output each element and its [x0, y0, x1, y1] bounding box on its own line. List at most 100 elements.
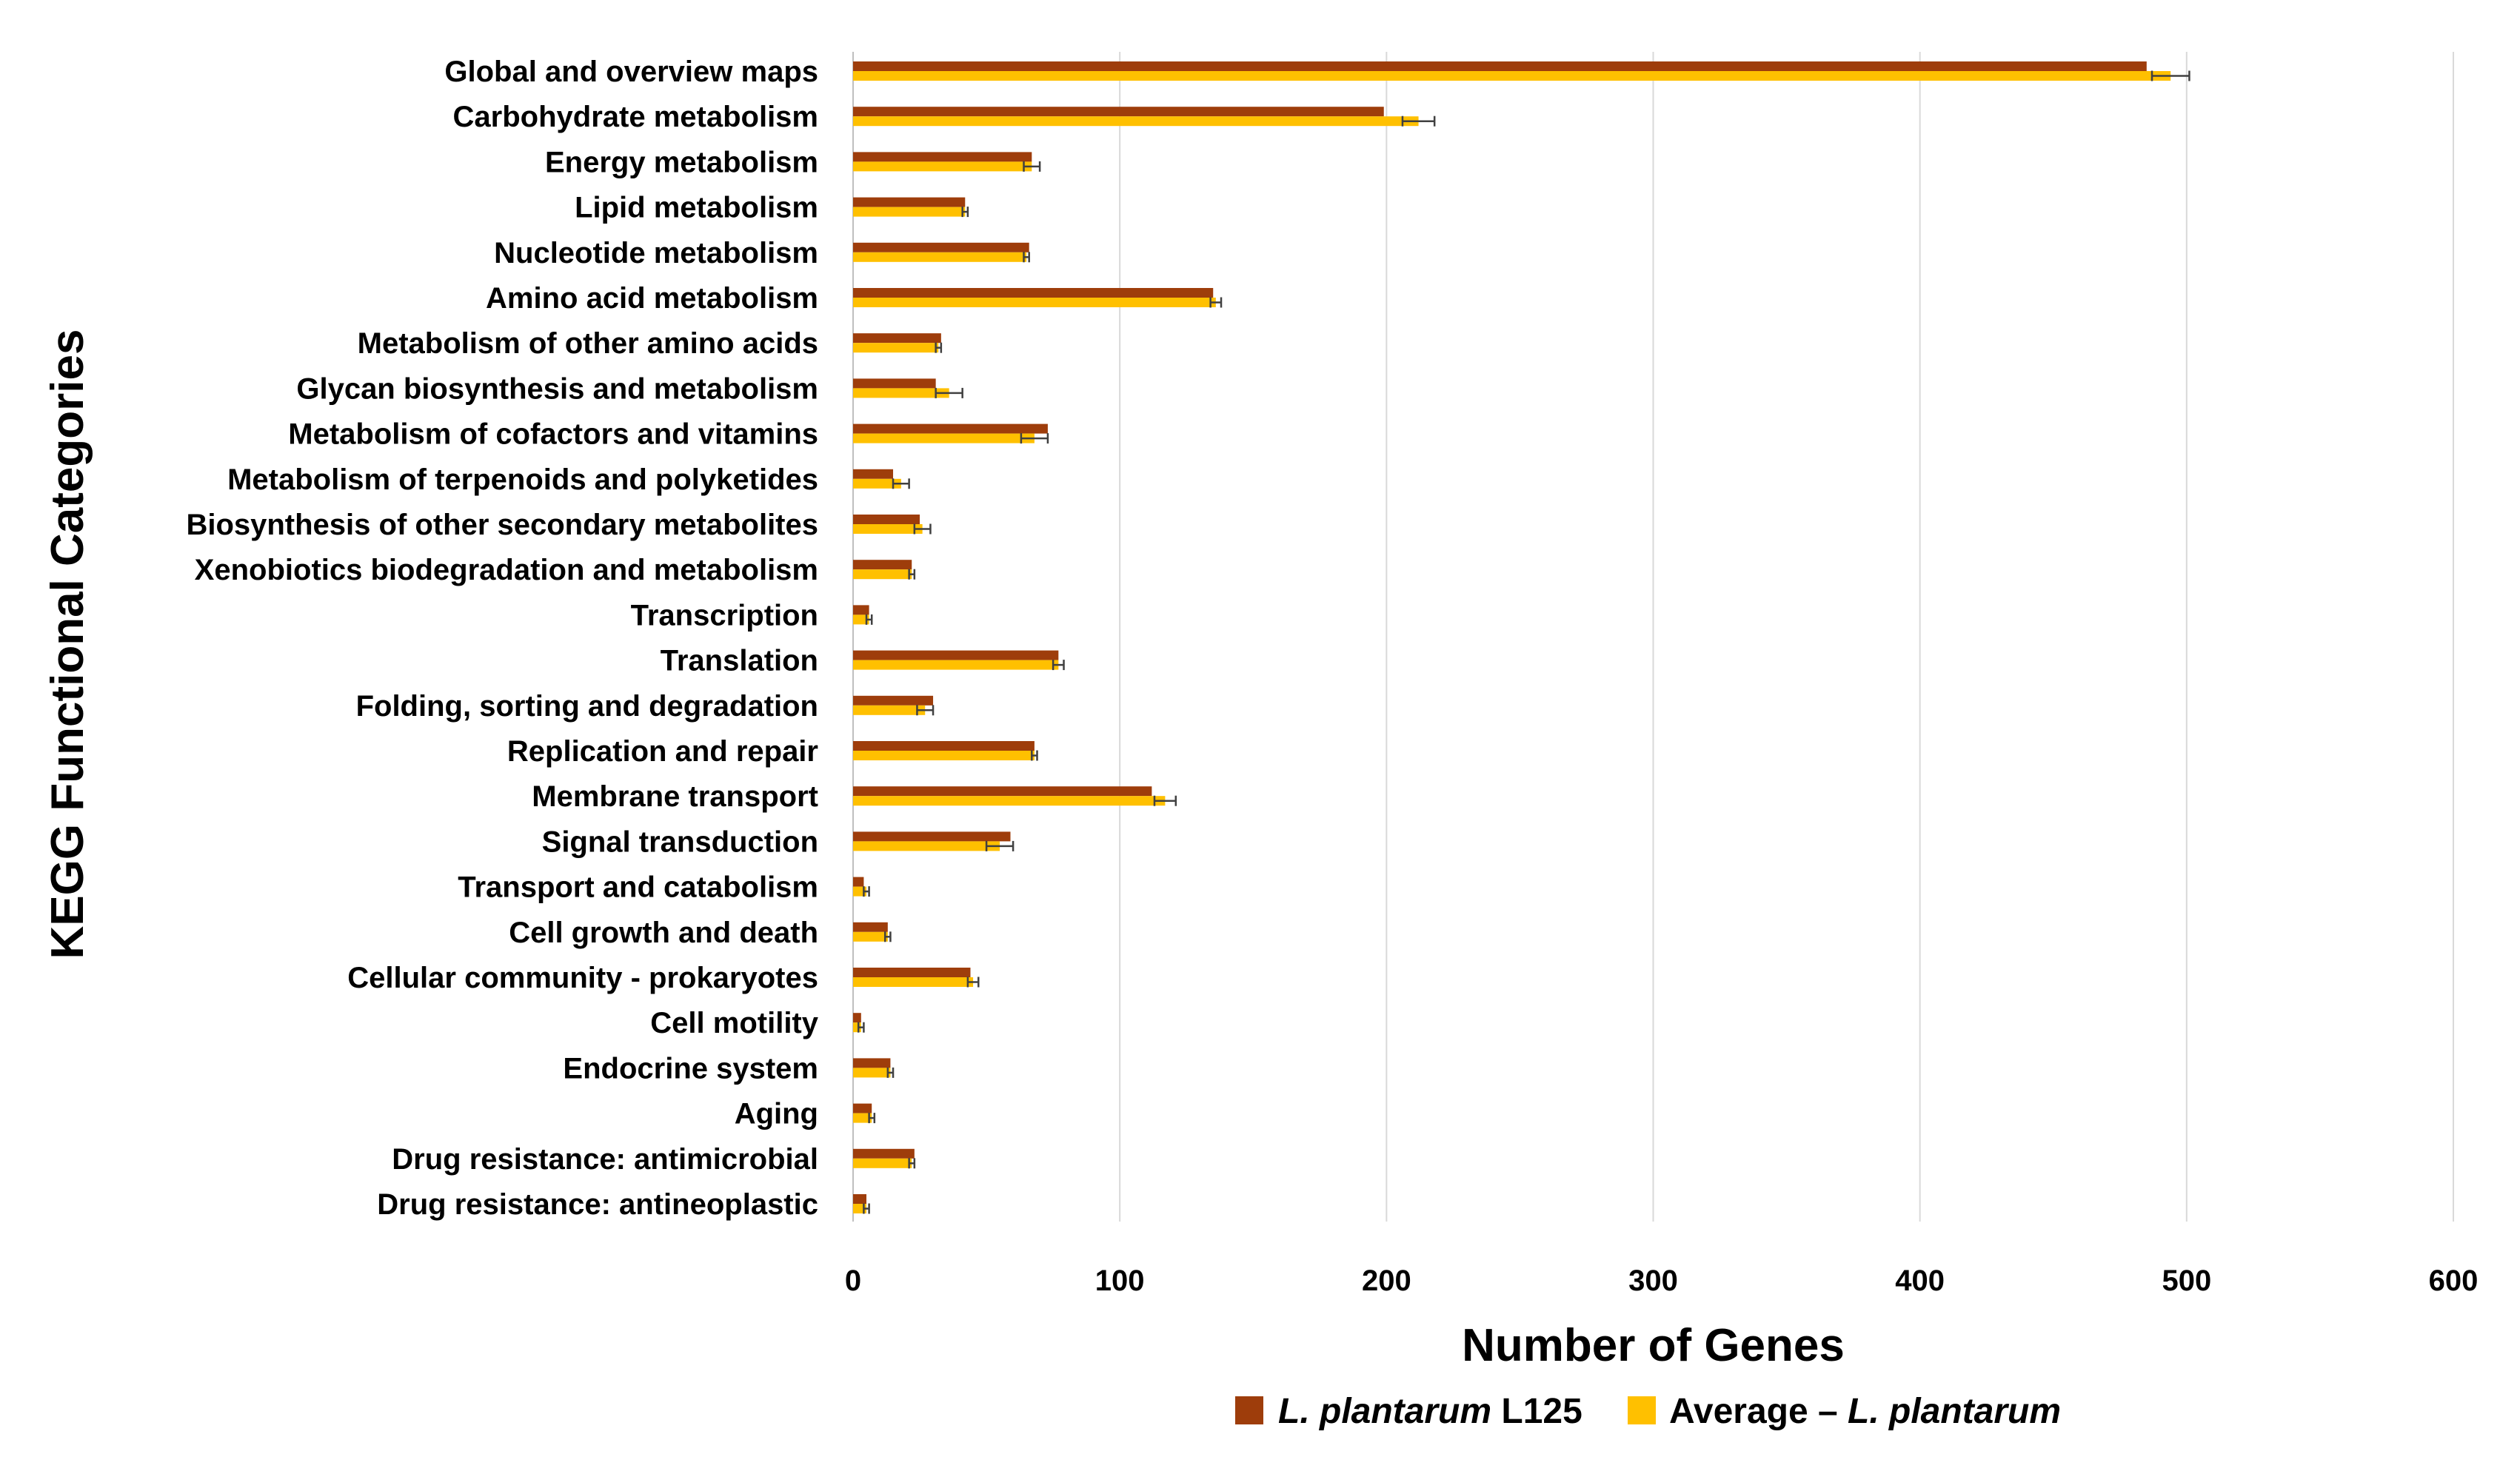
x-tick-label-0: 0	[845, 1265, 861, 1297]
category-label-lipid-metabolism: Lipid metabolism	[575, 192, 818, 224]
bar-l125-cellular-community-prokaryotes	[853, 968, 971, 977]
category-label-amino-acid-metabolism: Amino acid metabolism	[486, 282, 818, 315]
bar-average-aging	[853, 1113, 872, 1123]
bar-average-biosynthesis-of-other-secondary-metabolites	[853, 524, 923, 534]
error-bar-replication-and-repair	[1031, 750, 1038, 761]
bar-average-carbohydrate-metabolism	[853, 116, 1419, 127]
bar-average-endocrine-system	[853, 1068, 891, 1078]
bar-l125-amino-acid-metabolism	[853, 288, 1214, 298]
category-label-membrane-transport: Membrane transport	[532, 780, 818, 813]
category-label-signal-transduction: Signal transduction	[542, 825, 818, 858]
bar-average-glycan-biosynthesis-and-metabolism	[853, 388, 949, 398]
x-tick-label-400: 400	[1895, 1265, 1945, 1297]
bar-l125-global-and-overview-maps	[853, 61, 2147, 71]
bar-l125-glycan-biosynthesis-and-metabolism	[853, 378, 936, 389]
bar-average-nucleotide-metabolism	[853, 252, 1027, 262]
legend: L. plantarum L125 Average – L. plantarum	[1235, 1392, 2061, 1431]
bar-l125-signal-transduction	[853, 831, 1011, 842]
bar-average-xenobiotics-biodegradation-and-metabolism	[853, 569, 912, 580]
bar-l125-lipid-metabolism	[853, 197, 966, 207]
bar-l125-translation	[853, 650, 1059, 660]
category-label-energy-metabolism: Energy metabolism	[545, 146, 818, 178]
category-label-drug-resistance-antineoplastic: Drug resistance: antineoplastic	[377, 1188, 818, 1221]
bar-average-cell-growth-and-death	[853, 931, 888, 942]
legend-label-average: Average – L. plantarum	[1669, 1392, 2061, 1431]
legend-label-l125-italic: L. plantarum	[1278, 1392, 1491, 1431]
bar-l125-replication-and-repair	[853, 741, 1035, 751]
legend-label-l125: L. plantarum L125	[1278, 1392, 1582, 1431]
category-label-translation: Translation	[661, 645, 818, 677]
bar-l125-transcription	[853, 605, 869, 615]
bar-average-cellular-community-prokaryotes	[853, 977, 974, 987]
x-tick-label-300: 300	[1628, 1265, 1678, 1297]
bar-l125-metabolism-of-terpenoids-and-polyketides	[853, 469, 894, 479]
error-bar-aging	[868, 1113, 876, 1124]
legend-label-l125-plain: L125	[1491, 1392, 1582, 1431]
x-tick-label-600: 600	[2429, 1265, 2479, 1297]
error-bar-transcription	[865, 614, 873, 625]
bar-l125-cell-growth-and-death	[853, 922, 888, 932]
bar-l125-nucleotide-metabolism	[853, 242, 1029, 252]
bar-average-cell-motility	[853, 1022, 861, 1033]
category-label-folding-sorting-and-degradation: Folding, sorting and degradation	[356, 690, 818, 723]
x-axis-title: Number of Genes	[1462, 1320, 1845, 1371]
bar-average-lipid-metabolism	[853, 207, 966, 217]
category-label-transport-and-catabolism: Transport and catabolism	[458, 871, 818, 904]
error-bar-amino-acid-metabolism	[1209, 297, 1223, 308]
error-bar-metabolism-of-terpenoids-and-polyketides	[892, 478, 910, 489]
bar-average-global-and-overview-maps	[853, 71, 2171, 81]
bar-l125-xenobiotics-biodegradation-and-metabolism	[853, 560, 912, 570]
legend-swatch-average	[1628, 1396, 1656, 1424]
bar-l125-endocrine-system	[853, 1058, 891, 1068]
error-bar-endocrine-system	[886, 1067, 895, 1078]
bar-average-metabolism-of-terpenoids-and-polyketides	[853, 478, 901, 489]
error-bar-glycan-biosynthesis-and-metabolism	[935, 387, 963, 398]
bar-l125-drug-resistance-antineoplastic	[853, 1194, 867, 1204]
category-label-drug-resistance-antimicrobial: Drug resistance: antimicrobial	[392, 1143, 818, 1176]
bar-average-translation	[853, 660, 1059, 670]
error-bar-biosynthesis-of-other-secondary-metabolites	[913, 523, 932, 535]
gridlines	[852, 52, 2454, 1222]
bar-l125-biosynthesis-of-other-secondary-metabolites	[853, 515, 920, 524]
bar-l125-metabolism-of-cofactors-and-vitamins	[853, 423, 1048, 434]
category-label-carbohydrate-metabolism: Carbohydrate metabolism	[453, 101, 818, 133]
category-label-cellular-community-prokaryotes: Cellular community - prokaryotes	[347, 962, 818, 994]
category-label-endocrine-system: Endocrine system	[563, 1052, 818, 1085]
error-bar-energy-metabolism	[1023, 161, 1041, 172]
error-bar-folding-sorting-and-degradation	[916, 705, 935, 716]
bar-average-metabolism-of-other-amino-acids	[853, 343, 939, 353]
bar-average-signal-transduction	[853, 841, 1000, 851]
bar-average-metabolism-of-cofactors-and-vitamins	[853, 433, 1035, 443]
category-label-biosynthesis-of-other-secondary-metabolites: Biosynthesis of other secondary metaboli…	[186, 509, 818, 541]
bar-average-drug-resistance-antimicrobial	[853, 1158, 912, 1168]
bar-l125-aging	[853, 1103, 872, 1113]
category-label-global-and-overview-maps: Global and overview maps	[444, 56, 818, 88]
bar-l125-transport-and-catabolism	[853, 877, 864, 887]
error-bar-signal-transduction	[985, 840, 1015, 851]
category-label-replication-and-repair: Replication and repair	[507, 735, 818, 768]
legend-label-average-plain: Average –	[1669, 1392, 1848, 1431]
category-label-xenobiotics-biodegradation-and-metabolism: Xenobiotics biodegradation and metabolis…	[195, 554, 818, 586]
error-bar-xenobiotics-biodegradation-and-metabolism	[908, 569, 916, 580]
y-axis-title: KEGG Functional Categories	[42, 329, 93, 959]
bar-average-folding-sorting-and-degradation	[853, 705, 926, 715]
category-label-cell-motility: Cell motility	[650, 1007, 818, 1039]
error-bar-metabolism-of-other-amino-acids	[935, 342, 943, 353]
category-label-metabolism-of-cofactors-and-vitamins: Metabolism of cofactors and vitamins	[288, 418, 818, 451]
bar-l125-folding-sorting-and-degradation	[853, 695, 934, 706]
category-label-nucleotide-metabolism: Nucleotide metabolism	[494, 237, 818, 269]
error-bar-cell-growth-and-death	[883, 931, 892, 942]
bar-average-transcription	[853, 614, 869, 625]
bar-l125-energy-metabolism	[853, 152, 1032, 162]
category-label-metabolism-of-terpenoids-and-polyketides: Metabolism of terpenoids and polyketides	[227, 463, 818, 496]
x-tick-label-500: 500	[2162, 1265, 2211, 1297]
error-bar-nucleotide-metabolism	[1023, 252, 1030, 263]
category-label-metabolism-of-other-amino-acids: Metabolism of other amino acids	[358, 327, 818, 360]
error-bar-drug-resistance-antimicrobial	[908, 1158, 916, 1169]
error-bars-group	[857, 70, 2190, 1214]
error-bar-cellular-community-prokaryotes	[966, 977, 980, 988]
bar-average-energy-metabolism	[853, 161, 1032, 172]
bar-l125-metabolism-of-other-amino-acids	[853, 333, 941, 344]
